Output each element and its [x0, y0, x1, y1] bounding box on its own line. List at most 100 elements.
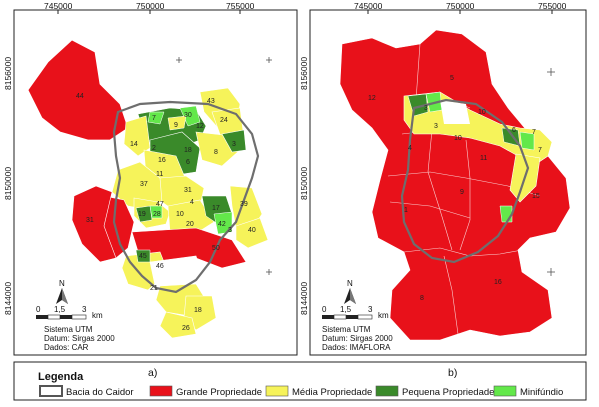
panel-b-ytick-3: 8144000 [299, 282, 309, 315]
parcel-label: 4 [408, 145, 412, 152]
parcel-label: 31 [184, 187, 192, 194]
parcel-label: 21 [150, 285, 158, 292]
parcel-label: 24 [220, 117, 228, 124]
legend-frame [13, 361, 587, 401]
panel-b-xtick-1: 745000 [354, 1, 383, 11]
parcel-label: 28 [153, 211, 161, 218]
parcel-label: 15 [532, 193, 540, 200]
svg-text:N: N [347, 279, 353, 288]
parcel-label: 30 [184, 112, 192, 119]
panel-b-ytick-2: 8150000 [299, 167, 309, 200]
legend-label-minifundio: Minifúndio [520, 387, 563, 398]
legend: Legenda Bacia do Caidor Grande Proprieda… [13, 361, 587, 401]
svg-text:0: 0 [322, 305, 327, 314]
parcel-label: 19 [138, 211, 146, 218]
svg-text:N: N [59, 279, 65, 288]
svg-text:3: 3 [368, 305, 373, 314]
legend-label-bacia: Bacia do Caidor [66, 387, 134, 398]
parcel-label: 5 [450, 75, 454, 82]
parcel-42 [213, 211, 233, 235]
legend-swatch-pequena [375, 385, 399, 397]
parcel-label: 44 [76, 93, 84, 100]
panel-b-xtick-2: 750000 [446, 1, 475, 11]
parcel-label: 2 [152, 145, 156, 152]
svg-text:0: 0 [36, 305, 41, 314]
parcel-49 [135, 205, 153, 223]
panel-b-scale-bar: 0 1,5 3 km [322, 305, 389, 320]
parcel-label: 9 [174, 122, 178, 129]
parcel-label: 26 [182, 325, 190, 332]
parcel-label: 3 [228, 227, 232, 234]
parcel-10-20 [167, 199, 215, 237]
panel-a-north-arrow: N [56, 279, 68, 304]
panel-a-info-2: Datum: Sirgas 2000 [44, 334, 115, 343]
parcel-label: 45 [139, 253, 147, 260]
parcel-label: 1 [404, 207, 408, 214]
parcel-label: 20 [186, 221, 194, 228]
panel-a-ytick-2: 8150000 [3, 167, 13, 200]
panel-a-ytick-3: 8144000 [3, 282, 13, 315]
parcel-label: 3 [434, 123, 438, 130]
parcel-label: 39 [240, 201, 248, 208]
panel-b-info-1: Sistema UTM [322, 325, 371, 334]
legend-swatch-bacia [39, 385, 63, 397]
parcel-label: 43 [207, 98, 215, 105]
panel-b-letter: b) [448, 367, 457, 379]
parcel-9 [167, 115, 187, 131]
panel-b-ytick-1: 8156000 [299, 57, 309, 90]
panel-b-xtick-3: 755000 [538, 1, 567, 11]
panel-a-parcel-labels: 44 43 24 30 7 9 12 3 14 16 18 11 8 6 31 … [76, 93, 256, 332]
parcel-label: 17 [212, 205, 220, 212]
panel-b-bacia-boundary [400, 98, 530, 264]
parcel-label: 50 [212, 245, 220, 252]
parcel-label: 3 [424, 105, 428, 112]
parcel-label: 46 [156, 263, 164, 270]
parcel-3 [221, 129, 247, 153]
legend-swatch-grande [149, 385, 173, 397]
parcel-label: 7 [532, 129, 536, 136]
parcel-label: 6 [512, 127, 516, 134]
svg-text:1,5: 1,5 [340, 305, 352, 314]
legend-swatch-minifundio [493, 385, 517, 397]
panel-a-xtick-3: 755000 [226, 1, 255, 11]
legend-label-grande: Grande Propriedade [176, 387, 262, 398]
legend-title: Legenda [38, 371, 84, 383]
parcel-label: 8 [214, 149, 218, 156]
parcel-label: 40 [248, 227, 256, 234]
parcel-label: 47 [156, 201, 164, 208]
svg-text:3: 3 [82, 305, 87, 314]
parcel-44 [27, 39, 129, 141]
svg-text:km: km [378, 311, 389, 320]
parcel-label: 11 [480, 155, 487, 162]
parcel-label: 42 [218, 221, 226, 228]
legend-swatch-media [265, 385, 289, 397]
parcel-label: 18 [194, 307, 202, 314]
svg-text:km: km [92, 311, 103, 320]
panel-a-bacia-boundary [112, 100, 260, 294]
parcel-big-west [71, 185, 117, 263]
panel-a-scale-bar: 0 1,5 3 km [36, 305, 103, 320]
panel-b-north-arrow: N [344, 279, 356, 304]
panel-a-letter: a) [148, 367, 157, 379]
parcel-label: 7 [538, 147, 542, 154]
parcel-28 [149, 205, 163, 219]
parcel-label: 6 [186, 159, 190, 166]
panel-a: 745000 750000 755000 8156000 8150000 814… [3, 1, 298, 379]
parcel-label: 3 [232, 141, 236, 148]
parcel-label: 10 [454, 135, 462, 142]
parcel-label: 16 [158, 157, 166, 164]
panel-a-info-1: Sistema UTM [44, 325, 93, 334]
parcel-label: 10 [478, 109, 486, 116]
parcel-label: 7 [152, 115, 156, 122]
panel-b: 745000 750000 755000 8156000 8150000 814… [299, 1, 587, 379]
parcel-label: 10 [176, 211, 184, 218]
parcel-label: 4 [190, 199, 194, 206]
svg-text:1,5: 1,5 [54, 305, 66, 314]
parcel-label: 12 [368, 95, 376, 102]
panel-a-info-3: Dados: CAR [44, 343, 89, 352]
panel-a-xtick-1: 745000 [44, 1, 73, 11]
panel-a-ytick-1: 8156000 [3, 57, 13, 90]
parcel-label: 16 [494, 279, 502, 286]
